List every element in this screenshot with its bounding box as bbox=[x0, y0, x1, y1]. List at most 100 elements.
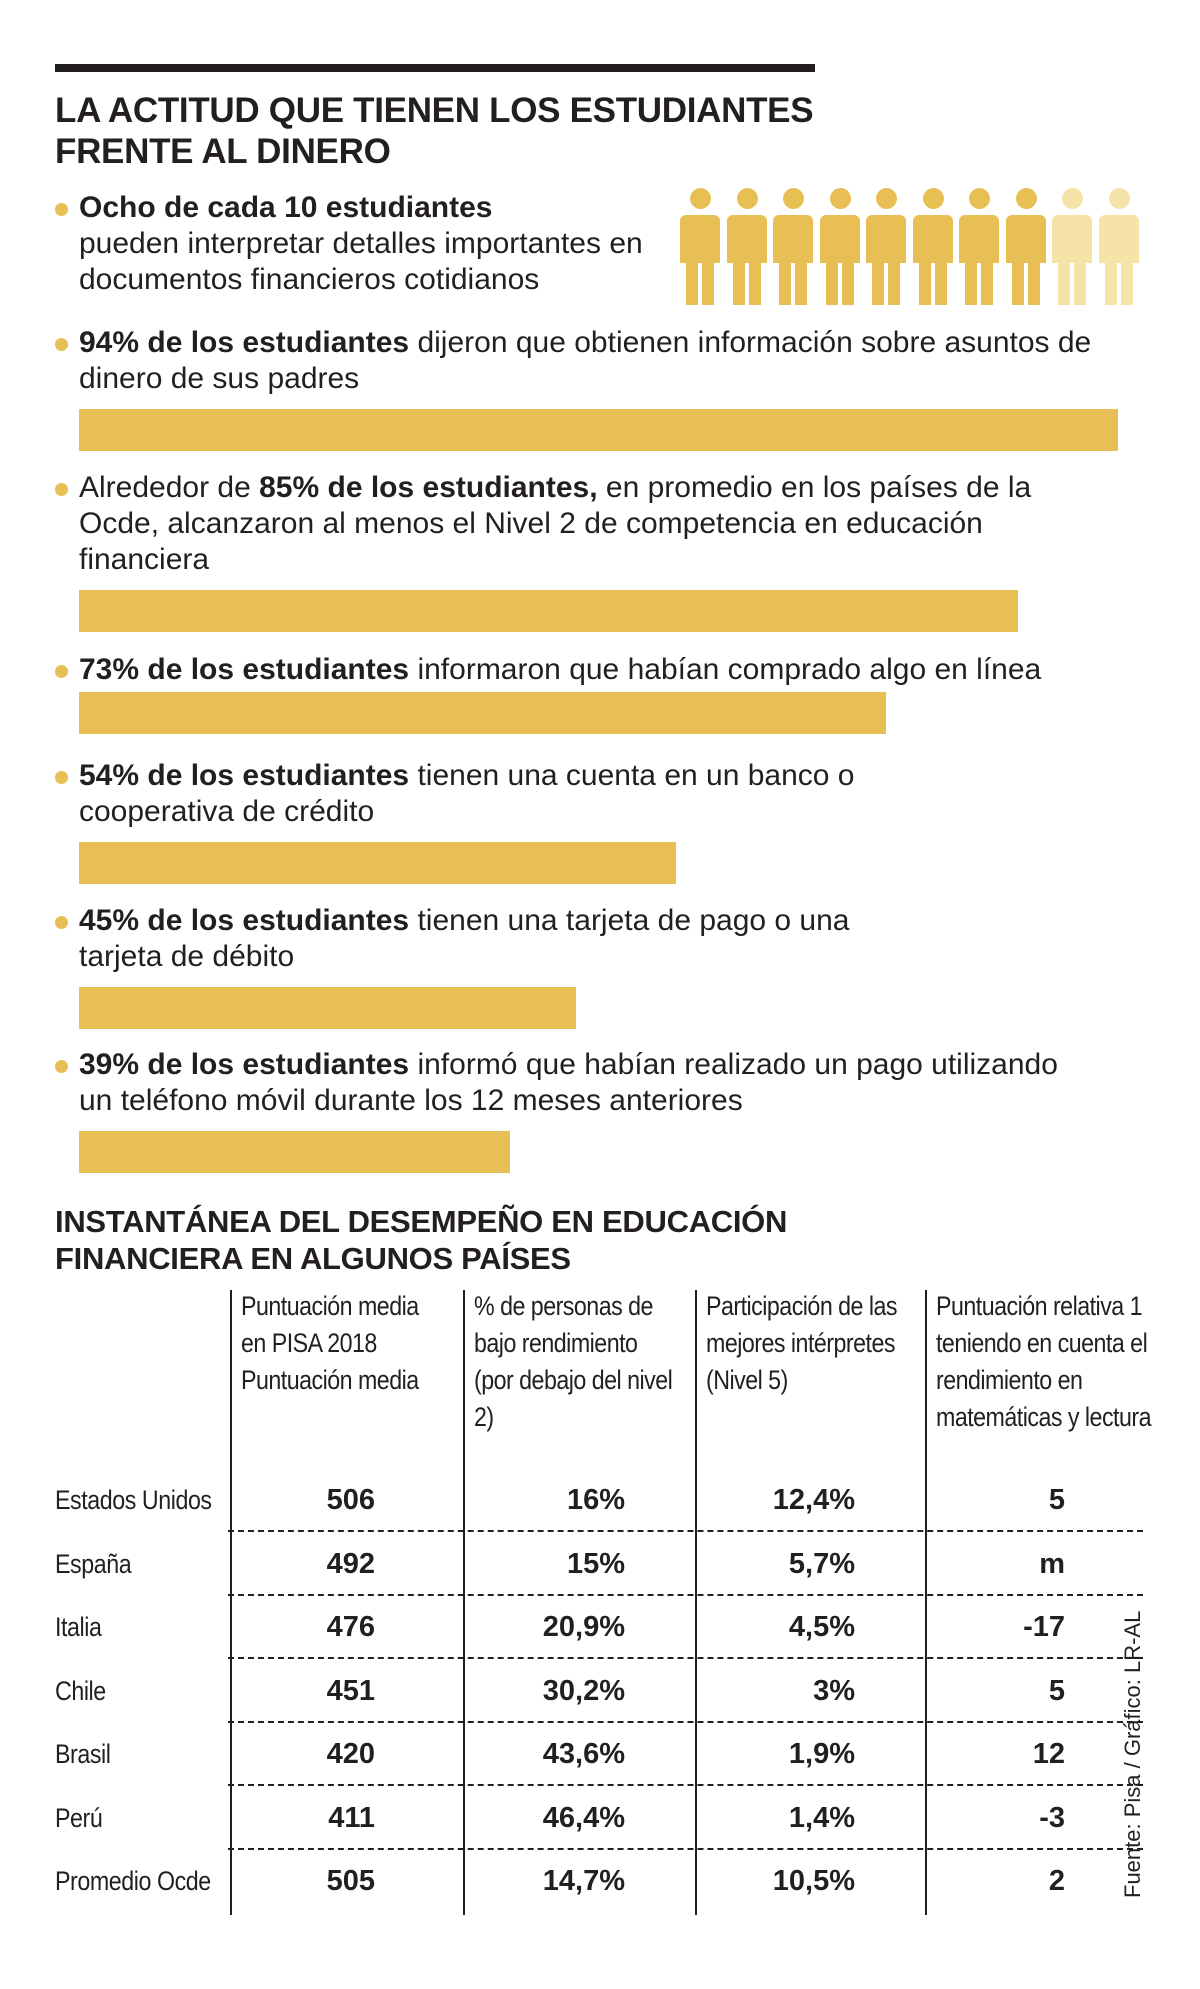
infographic-title: LA ACTITUD QUE TIENEN LOS ESTUDIANTES FR… bbox=[55, 91, 814, 171]
stat-description: pueden interpretar detalles importantes … bbox=[79, 227, 643, 296]
stat-description: dijeron que obtienen información sobre a… bbox=[79, 326, 1092, 395]
column-header: Participación de las mejores intérpretes… bbox=[706, 1288, 916, 1399]
person-icon bbox=[726, 188, 767, 305]
stat-highlight: 45% de los estudiantes bbox=[79, 904, 410, 937]
table-cell: 12 bbox=[1032, 1738, 1065, 1770]
table-cell: 3% bbox=[813, 1674, 855, 1707]
person-icon bbox=[959, 188, 999, 305]
stat-text: 94% de los estudiantes dijeron que obtie… bbox=[79, 325, 1159, 397]
stat-description: tienen una cuenta en un banco o cooperat… bbox=[79, 759, 855, 828]
source-note: Fuente: Pisa / Gráfico: LR-AL bbox=[1120, 1610, 1145, 1898]
row-country: Promedio Ocde bbox=[55, 1866, 211, 1896]
table-cell: 14,7% bbox=[542, 1865, 625, 1897]
table-cell: 505 bbox=[326, 1865, 375, 1897]
stat-highlight: 54% de los estudiantes bbox=[79, 759, 410, 792]
stat-highlight: 39% de los estudiantes bbox=[79, 1048, 410, 1081]
table-cell: 15% bbox=[566, 1547, 625, 1580]
bar-39pct bbox=[79, 1131, 510, 1173]
bullet-dot-icon bbox=[55, 338, 68, 351]
stat-description: informó que habían realizado un pago uti… bbox=[79, 1048, 1058, 1117]
table-cell: 1,4% bbox=[788, 1801, 855, 1834]
table-cell: 476 bbox=[326, 1611, 375, 1643]
person-icon bbox=[819, 188, 860, 305]
stat-highlight: 85% de los estudiantes, bbox=[259, 471, 598, 504]
column-header: % de personas de bajo rendimiento (por d… bbox=[474, 1288, 679, 1436]
table-cell: 43,6% bbox=[542, 1738, 625, 1770]
row-country: Brasil bbox=[55, 1739, 111, 1769]
stat-text: 73% de los estudiantes informaron que ha… bbox=[79, 652, 1179, 688]
row-separator bbox=[228, 1530, 1143, 1532]
stat-text: Alrededor de 85% de los estudiantes, en … bbox=[79, 470, 1079, 578]
table-cell: 20,9% bbox=[542, 1611, 625, 1643]
table-cell: 46,4% bbox=[542, 1801, 625, 1834]
bullet-dot-icon bbox=[55, 1060, 68, 1073]
table-cell: 5 bbox=[1048, 1674, 1065, 1707]
row-separator bbox=[228, 1593, 1143, 1596]
stat-text: 54% de los estudiantes tienen una cuenta… bbox=[79, 758, 979, 830]
stat-text: 45% de los estudiantes tienen una tarjet… bbox=[79, 903, 929, 975]
row-country: Perú bbox=[55, 1802, 103, 1833]
table-title: INSTANTÁNEA DEL DESEMPEÑO EN EDUCACIÓN F… bbox=[55, 1204, 788, 1276]
row-country: Italia bbox=[55, 1612, 102, 1642]
bullet-dot-icon bbox=[55, 771, 68, 784]
table-cell: m bbox=[1039, 1547, 1065, 1580]
table-cell: -3 bbox=[1039, 1801, 1065, 1834]
stat-description: tienen una tarjeta de pago o una tarjeta… bbox=[79, 904, 850, 973]
bar-73pct bbox=[79, 692, 886, 734]
column-header-sub: Puntuación media bbox=[241, 1365, 419, 1395]
row-country: Chile bbox=[55, 1675, 106, 1706]
people-icons bbox=[680, 188, 1140, 305]
stat-highlight: 73% de los estudiantes bbox=[79, 653, 410, 686]
bar-54pct bbox=[79, 842, 676, 884]
person-icon bbox=[773, 188, 813, 305]
bullet-dot-icon bbox=[55, 665, 68, 678]
table-cell: 4,5% bbox=[788, 1611, 855, 1643]
stat-text: Ocho de cada 10 estudiantes pueden interp… bbox=[79, 190, 679, 298]
column-header-label: Participación de las mejores intérpretes… bbox=[706, 1291, 898, 1395]
table-cell: 16% bbox=[566, 1484, 625, 1516]
row-separator bbox=[228, 1784, 1143, 1786]
person-icon bbox=[866, 188, 906, 305]
table-cell: 420 bbox=[326, 1738, 375, 1770]
column-header-label: Puntuación relativa 1 teniendo en cuenta… bbox=[936, 1291, 1152, 1432]
table-cell: 492 bbox=[326, 1547, 375, 1580]
row-country: Estados Unidos bbox=[55, 1485, 212, 1515]
table-cell: 506 bbox=[326, 1484, 375, 1516]
bullet-dot-icon bbox=[55, 203, 68, 216]
column-header: Puntuación media en PISA 2018 Puntuación … bbox=[241, 1288, 446, 1399]
table-cell: -17 bbox=[1023, 1611, 1065, 1643]
table-cell: 411 bbox=[328, 1801, 375, 1834]
bullet-dot-icon bbox=[55, 916, 68, 929]
table-cell: 12,4% bbox=[772, 1484, 855, 1516]
person-icon bbox=[1098, 188, 1139, 305]
person-icon bbox=[912, 188, 953, 305]
stat-highlight: 94% de los estudiantes bbox=[79, 326, 410, 359]
column-header-label: % de personas de bajo rendimiento (por d… bbox=[474, 1291, 673, 1432]
stat-prefix: Alrededor de bbox=[79, 471, 260, 504]
table-cell: 30,2% bbox=[542, 1674, 625, 1707]
stat-highlight: Ocho de cada 10 estudiantes bbox=[79, 191, 493, 224]
person-icon bbox=[1052, 188, 1092, 305]
bar-45pct bbox=[79, 987, 577, 1029]
column-divider bbox=[925, 1290, 927, 1915]
row-country: España bbox=[55, 1548, 132, 1579]
column-divider bbox=[463, 1290, 465, 1915]
row-separator bbox=[228, 1720, 1143, 1723]
bar-85pct bbox=[79, 590, 1019, 632]
row-separator bbox=[228, 1657, 1143, 1659]
top-rule bbox=[55, 64, 815, 72]
column-divider bbox=[695, 1290, 697, 1915]
table-cell: 2 bbox=[1048, 1865, 1065, 1897]
bullet-dot-icon bbox=[55, 483, 68, 496]
table-cell: 451 bbox=[326, 1674, 375, 1707]
table-cell: 10,5% bbox=[772, 1865, 855, 1897]
column-header-label: Puntuación media en PISA 2018 bbox=[241, 1291, 419, 1358]
stat-description: informaron que habían comprado algo en l… bbox=[409, 653, 1042, 686]
table-cell: 5 bbox=[1048, 1484, 1065, 1516]
person-icon bbox=[1005, 188, 1046, 305]
bar-94pct bbox=[79, 409, 1118, 451]
table-cell: 1,9% bbox=[788, 1738, 855, 1770]
person-icon bbox=[680, 188, 720, 305]
column-header: Puntuación relativa 1 teniendo en cuenta… bbox=[936, 1288, 1152, 1436]
table-cell: 5,7% bbox=[788, 1547, 855, 1580]
